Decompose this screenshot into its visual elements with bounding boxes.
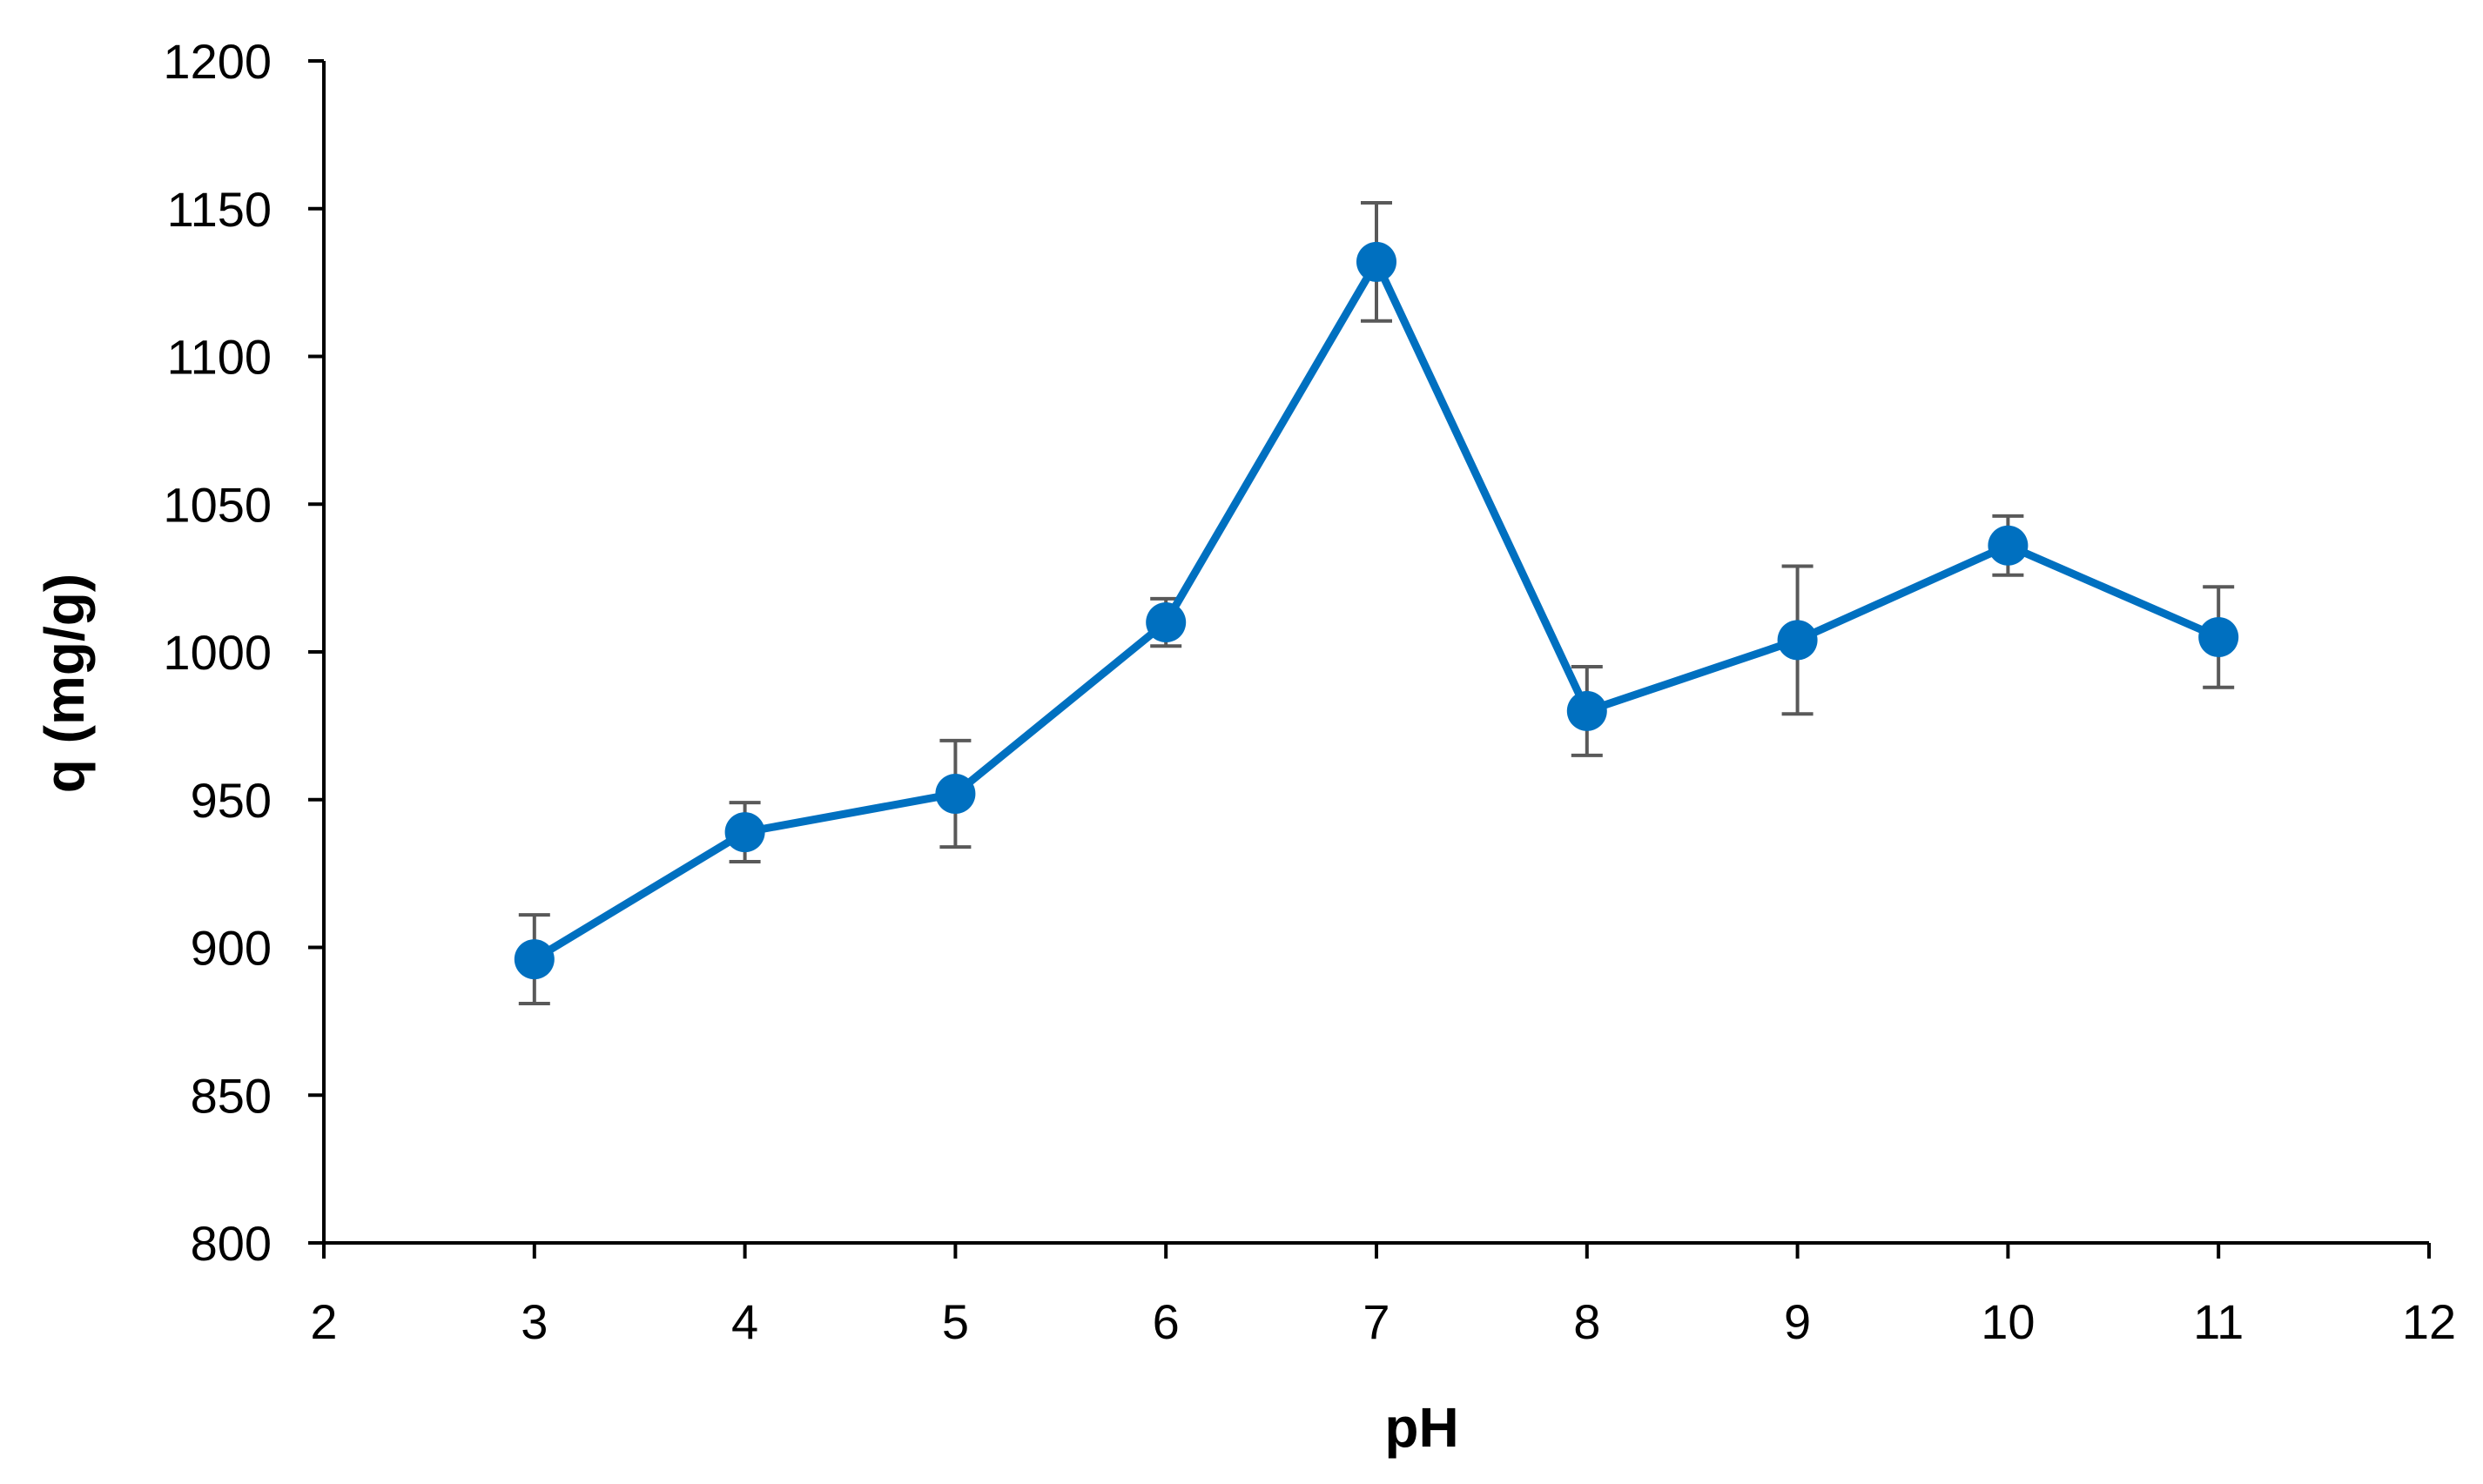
y-axis-title: q (mg/g) — [33, 574, 96, 793]
y-tick-label: 950 — [191, 773, 272, 828]
x-tick-label: 4 — [731, 1294, 758, 1349]
data-point — [724, 812, 765, 853]
data-point — [514, 939, 555, 980]
data-point — [2198, 617, 2239, 658]
data-point — [1988, 525, 2029, 566]
data-point — [1566, 690, 1607, 731]
y-tick-label: 1100 — [167, 330, 272, 385]
data-markers — [514, 241, 2239, 980]
x-tick-label: 6 — [1153, 1294, 1180, 1349]
y-tick-label: 900 — [191, 921, 272, 976]
x-tick-label: 7 — [1363, 1294, 1390, 1349]
data-point — [1777, 620, 1818, 661]
axes — [308, 59, 2431, 1259]
y-tick-label: 1050 — [163, 477, 272, 532]
x-tick-label: 8 — [1573, 1294, 1600, 1349]
x-tick-label: 2 — [310, 1294, 337, 1349]
y-tick-label: 800 — [191, 1216, 272, 1271]
tick-labels: 800 850 900 950 1000 1050 1100 1150 1200 2 3 4 5 6 7 8 9… — [163, 34, 2456, 1349]
data-point — [1146, 602, 1187, 643]
x-tick-label: 11 — [2193, 1294, 2244, 1349]
x-tick-label: 12 — [2402, 1294, 2456, 1349]
x-tick-label: 3 — [521, 1294, 548, 1349]
x-axis-title: pH — [1384, 1396, 1458, 1459]
series-line — [530, 258, 2223, 964]
y-tick-label: 1000 — [163, 625, 272, 680]
series-lines — [530, 258, 2223, 964]
x-tick-label: 10 — [1981, 1294, 2035, 1349]
error-bars — [518, 200, 2235, 1006]
y-tick-label: 1200 — [163, 34, 272, 89]
y-tick-label: 850 — [191, 1068, 272, 1123]
x-tick-label: 9 — [1784, 1294, 1811, 1349]
data-point — [935, 773, 976, 814]
data-point — [1356, 241, 1396, 282]
x-tick-label: 5 — [942, 1294, 969, 1349]
y-tick-label: 1150 — [167, 182, 272, 237]
